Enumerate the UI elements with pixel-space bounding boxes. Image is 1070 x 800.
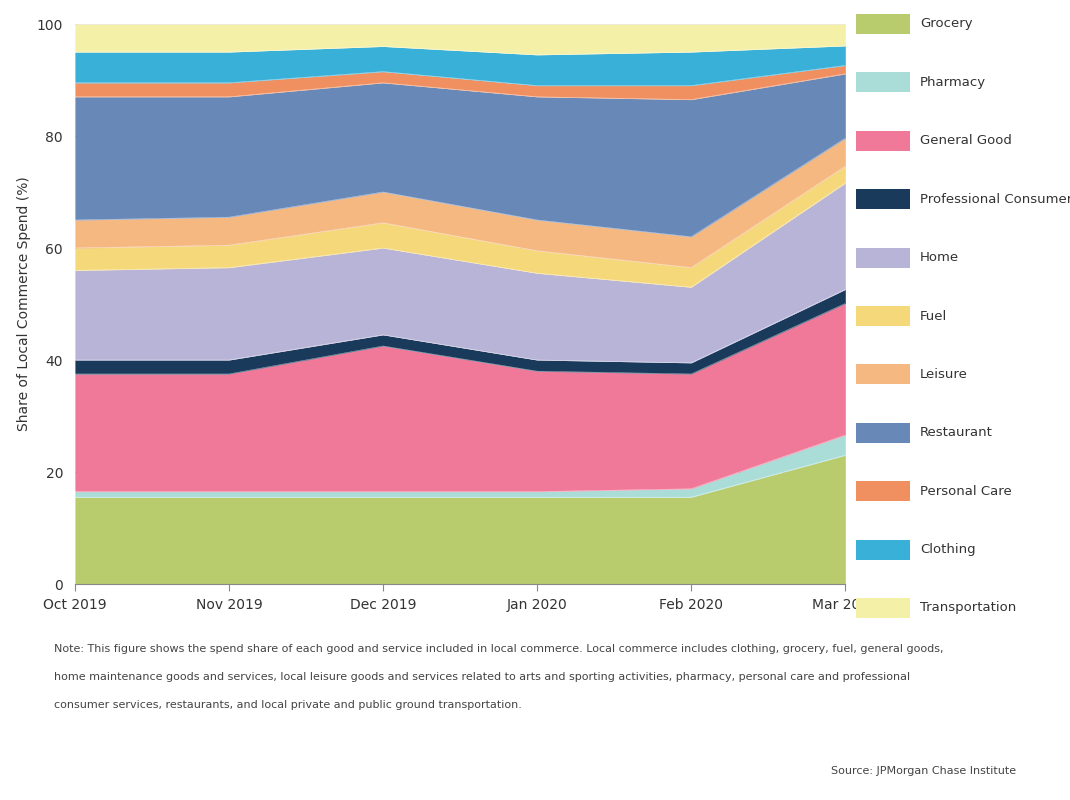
Text: Grocery: Grocery bbox=[920, 18, 973, 30]
Y-axis label: Share of Local Commerce Spend (%): Share of Local Commerce Spend (%) bbox=[17, 177, 31, 431]
Text: Clothing: Clothing bbox=[920, 543, 976, 556]
Text: General Good: General Good bbox=[920, 134, 1012, 147]
Text: Personal Care: Personal Care bbox=[920, 485, 1012, 498]
Text: Pharmacy: Pharmacy bbox=[920, 76, 987, 89]
Text: Restaurant: Restaurant bbox=[920, 426, 993, 439]
Text: Fuel: Fuel bbox=[920, 310, 947, 322]
Text: Source: JPMorgan Chase Institute: Source: JPMorgan Chase Institute bbox=[831, 766, 1016, 776]
Text: Leisure: Leisure bbox=[920, 368, 968, 381]
Text: Transportation: Transportation bbox=[920, 602, 1016, 614]
Text: Home: Home bbox=[920, 251, 960, 264]
Text: Professional Consumer: Professional Consumer bbox=[920, 193, 1070, 206]
Text: Note: This figure shows the spend share of each good and service included in loc: Note: This figure shows the spend share … bbox=[54, 644, 943, 654]
Text: home maintenance goods and services, local leisure goods and services related to: home maintenance goods and services, loc… bbox=[54, 672, 909, 682]
Text: consumer services, restaurants, and local private and public ground transportati: consumer services, restaurants, and loca… bbox=[54, 700, 521, 710]
